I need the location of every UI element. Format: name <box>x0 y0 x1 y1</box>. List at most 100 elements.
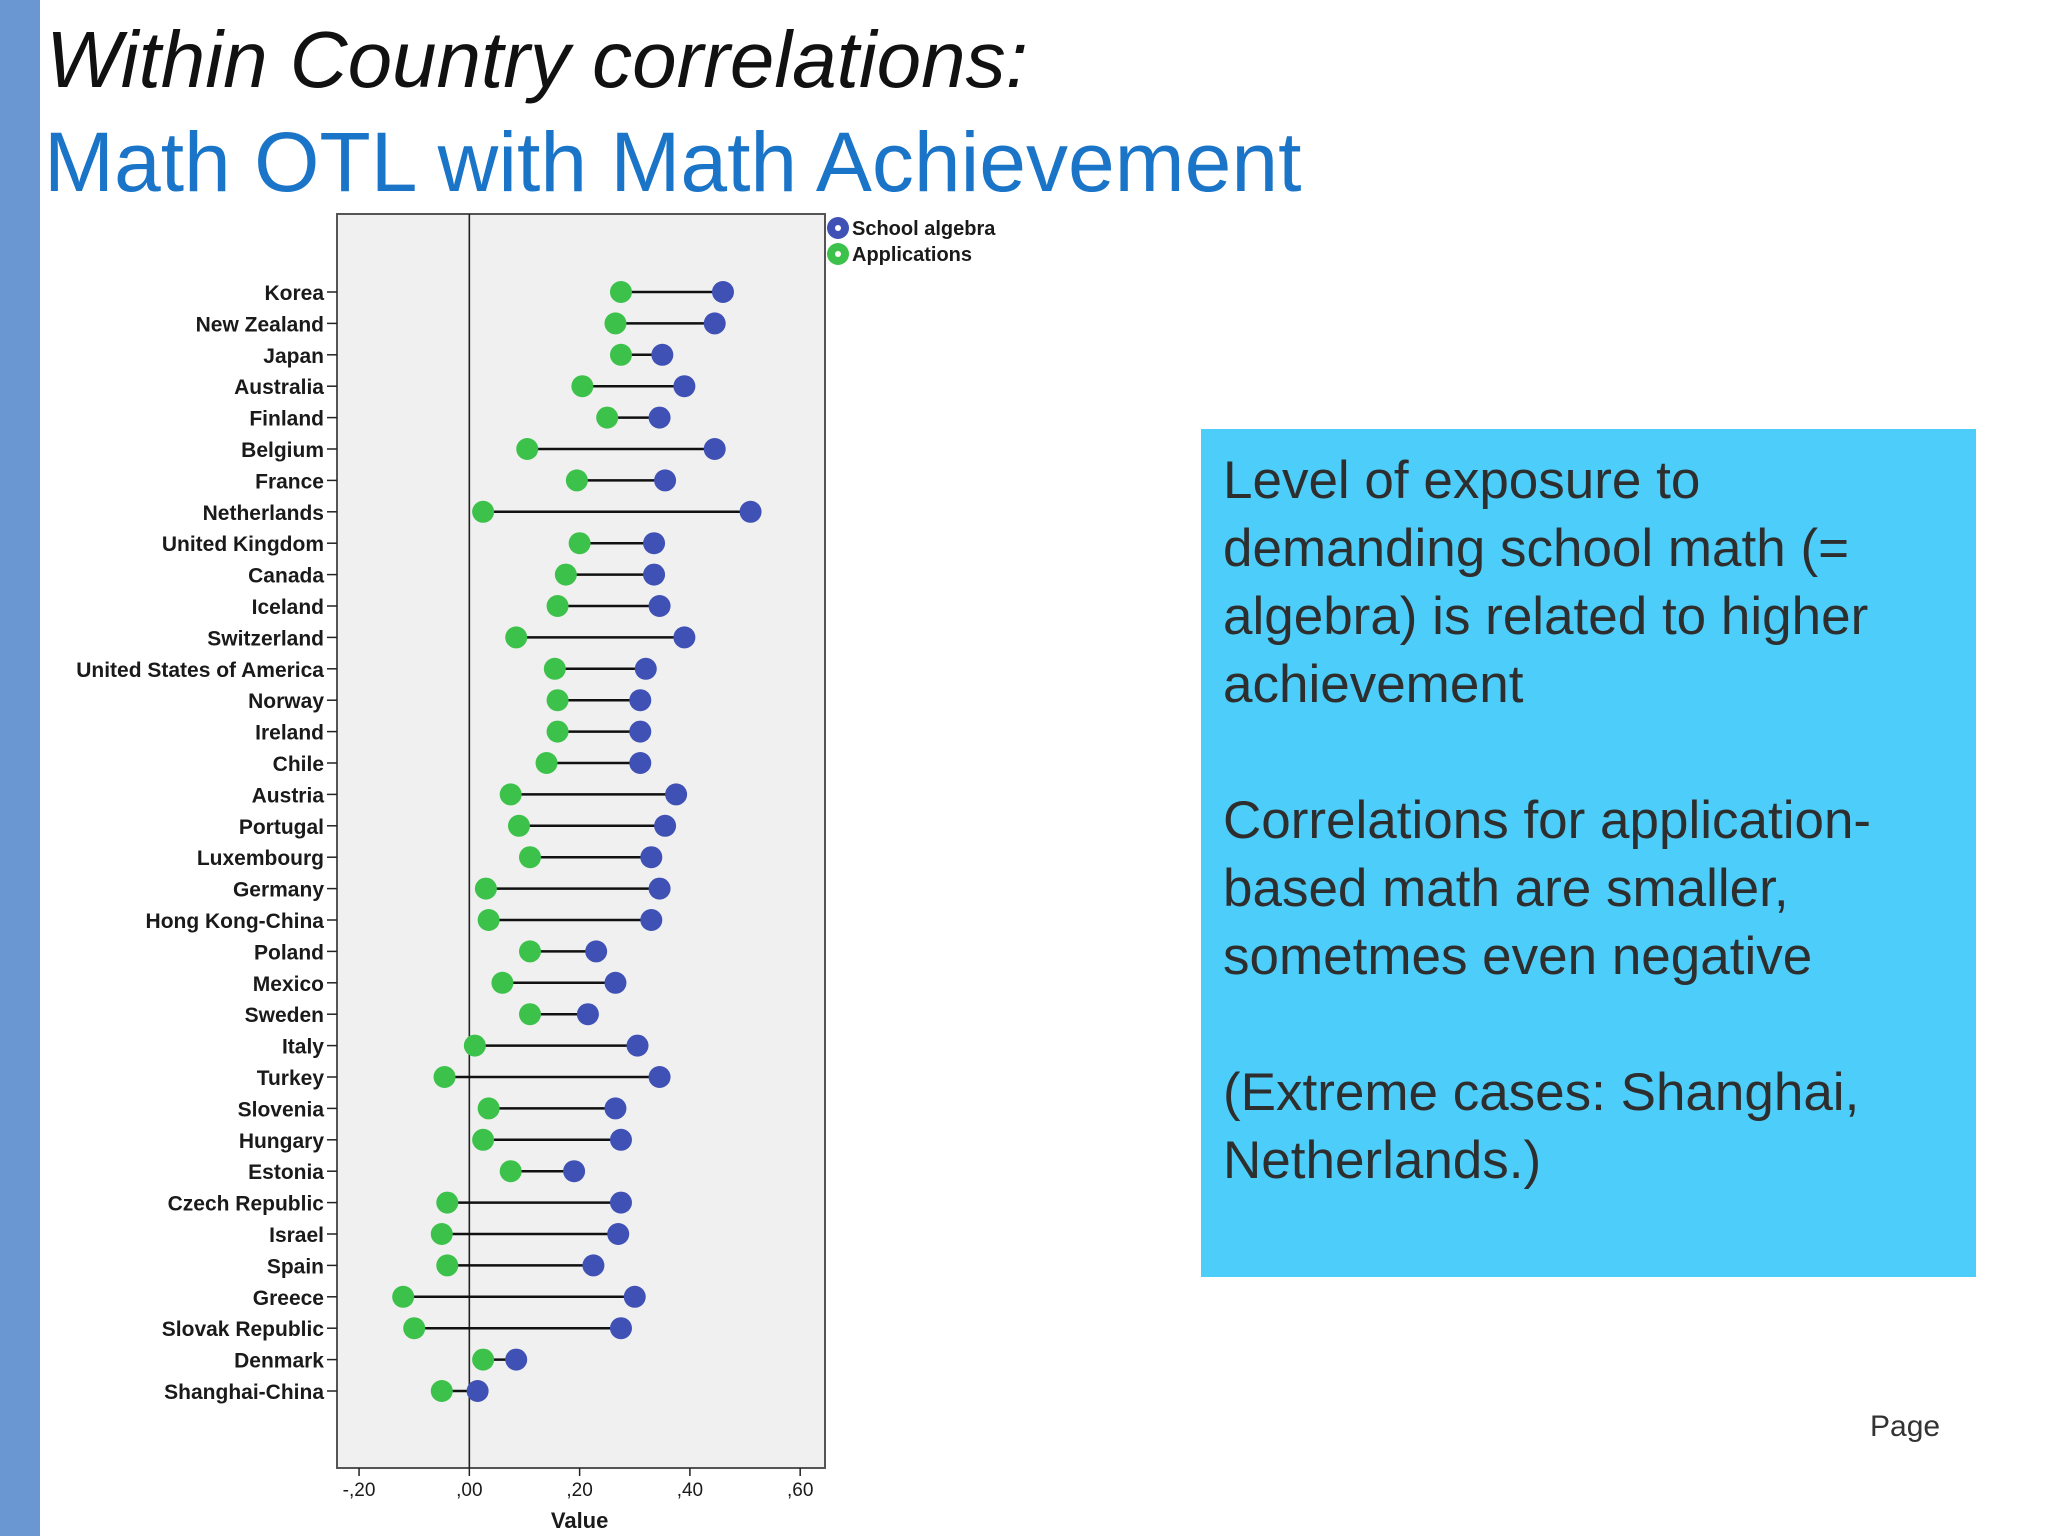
point-applications <box>463 1034 486 1057</box>
y-tick-label: Austria <box>252 784 325 807</box>
y-tick-label: Israel <box>269 1224 324 1247</box>
y-tick-label: New Zealand <box>196 313 324 336</box>
point-applications <box>571 375 594 398</box>
point-school-algebra <box>505 1348 528 1371</box>
callout-box: Level of exposure to demanding school ma… <box>1201 429 1976 1277</box>
point-applications <box>472 1128 495 1151</box>
slide-subtitle: Math OTL with Math Achievement <box>44 115 1302 209</box>
point-school-algebra <box>604 1097 627 1120</box>
point-applications <box>543 657 566 680</box>
x-tick-label: ,20 <box>566 1480 592 1501</box>
y-tick-label: Finland <box>249 408 324 431</box>
point-school-algebra <box>629 752 652 774</box>
point-school-algebra <box>643 532 666 555</box>
x-tick-label: ,00 <box>456 1480 482 1501</box>
y-tick-label: Hong Kong-China <box>146 910 325 933</box>
point-applications <box>474 877 497 900</box>
point-applications <box>499 1160 522 1183</box>
point-school-algebra <box>576 1003 599 1026</box>
point-school-algebra <box>466 1380 489 1402</box>
point-applications <box>518 940 541 963</box>
legend-label: Applications <box>852 244 972 266</box>
y-tick-label: Korea <box>264 282 324 305</box>
legend-marker-center <box>835 251 841 257</box>
point-applications <box>403 1317 426 1340</box>
y-tick-label: Spain <box>267 1255 324 1278</box>
point-applications <box>499 783 522 806</box>
y-tick-label: Japan <box>263 345 324 368</box>
y-tick-label: Switzerland <box>207 627 324 650</box>
point-applications <box>392 1285 415 1308</box>
y-tick-label: Netherlands <box>203 502 324 525</box>
y-tick-label: Turkey <box>257 1067 325 1090</box>
point-school-algebra <box>563 1160 586 1183</box>
point-school-algebra <box>648 595 671 617</box>
point-applications <box>436 1254 459 1277</box>
point-school-algebra <box>582 1254 605 1277</box>
y-tick-label: Australia <box>234 376 324 399</box>
y-tick-label: Mexico <box>253 973 324 996</box>
point-school-algebra <box>711 281 734 303</box>
slide-title: Within Country correlations: <box>46 15 1028 104</box>
point-school-algebra <box>703 312 726 335</box>
y-tick-label: Poland <box>254 941 324 964</box>
point-applications <box>472 500 495 523</box>
y-tick-label: Slovak Republic <box>162 1318 325 1341</box>
point-school-algebra <box>648 1066 671 1088</box>
x-tick-label: ,60 <box>787 1480 813 1501</box>
x-tick-label: -,20 <box>343 1480 376 1501</box>
y-tick-label: Belgium <box>241 439 324 462</box>
point-applications <box>546 689 569 712</box>
point-applications <box>554 563 577 586</box>
point-school-algebra <box>673 375 696 398</box>
point-school-algebra <box>654 814 677 837</box>
y-tick-label: Hungary <box>239 1130 325 1153</box>
point-applications <box>477 909 500 931</box>
point-school-algebra <box>651 343 674 366</box>
y-tick-label: Norway <box>248 690 324 713</box>
point-applications <box>609 281 632 303</box>
point-school-algebra <box>665 783 688 806</box>
point-school-algebra <box>626 1034 649 1057</box>
point-applications <box>430 1223 453 1245</box>
point-applications <box>546 595 569 617</box>
y-tick-label: Estonia <box>248 1161 324 1184</box>
y-tick-label: United Kingdom <box>162 533 324 556</box>
plot-frame <box>336 213 826 1469</box>
point-applications <box>477 1097 500 1120</box>
point-school-algebra <box>629 720 652 743</box>
point-applications <box>505 626 528 649</box>
point-school-algebra <box>623 1285 646 1308</box>
point-school-algebra <box>640 909 663 931</box>
point-school-algebra <box>648 877 671 900</box>
page-label: Page <box>1870 1410 1941 1443</box>
y-tick-label: United States of America <box>76 659 324 682</box>
point-school-algebra <box>609 1191 632 1214</box>
y-tick-label: Denmark <box>234 1350 324 1373</box>
x-tick-label: ,40 <box>677 1480 703 1501</box>
point-applications <box>596 406 619 429</box>
point-applications <box>518 846 541 869</box>
point-applications <box>433 1066 456 1088</box>
point-school-algebra <box>643 563 666 586</box>
point-applications <box>604 312 627 335</box>
y-tick-label: France <box>255 470 324 493</box>
y-tick-label: Sweden <box>245 1004 324 1027</box>
point-school-algebra <box>673 626 696 649</box>
y-tick-label: Canada <box>248 565 324 588</box>
point-school-algebra <box>640 846 663 869</box>
y-tick-label: Chile <box>273 753 324 776</box>
legend-marker-center <box>835 225 841 231</box>
x-axis-label: Value <box>551 1508 608 1533</box>
y-tick-label: Portugal <box>239 816 324 839</box>
y-tick-label: Shanghai-China <box>164 1381 324 1404</box>
point-school-algebra <box>739 500 762 523</box>
accent-side-bar <box>0 0 40 1536</box>
point-applications <box>436 1191 459 1214</box>
point-school-algebra <box>703 438 726 460</box>
point-school-algebra <box>629 689 652 712</box>
callout-paragraph-2: Correlations for application-based math … <box>1223 791 1872 986</box>
callout-paragraph-3: (Extreme cases: Shanghai, Netherlands.) <box>1223 1063 1860 1190</box>
legend-label: School algebra <box>852 218 996 240</box>
